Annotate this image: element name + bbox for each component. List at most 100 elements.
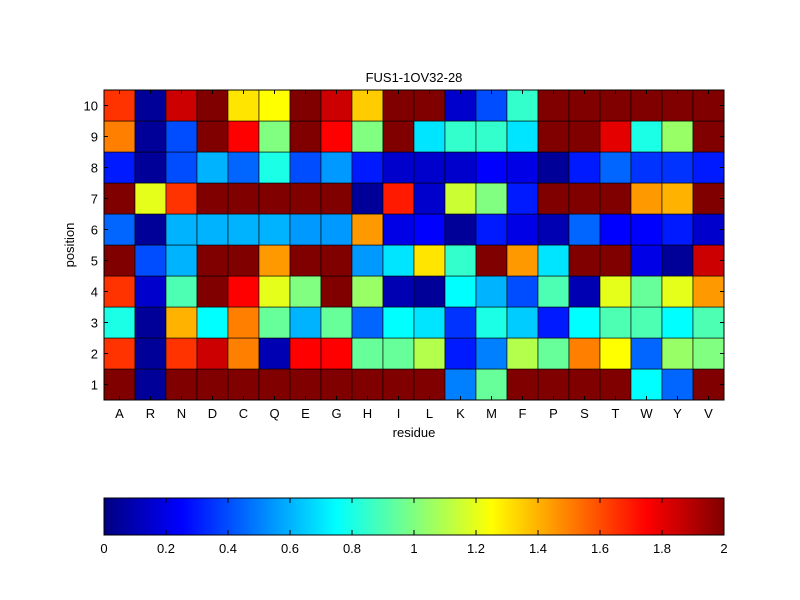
y-tick-label: 3 [91, 316, 98, 331]
heatmap-cell-K-7 [444, 182, 477, 215]
x-tick-label: T [612, 406, 620, 421]
colorbar-tick-labels: 0 0.2 0.4 0.6 0.8 1 1.2 1.4 1.6 1.8 2 [100, 541, 727, 556]
heatmap-cell-W-9 [630, 120, 663, 153]
heatmap-cell-Q-6 [258, 213, 291, 246]
heatmap-cell-G-9 [320, 120, 353, 153]
y-tick-label: 9 [91, 130, 98, 145]
heatmap-cell-Y-5 [661, 244, 694, 277]
heatmap-cell-K-4 [444, 275, 477, 308]
heatmap-cell-R-9 [134, 120, 167, 153]
heatmap-cell-K-6 [444, 213, 477, 246]
heatmap-cell-Q-5 [258, 244, 291, 277]
y-tick-label: 4 [91, 285, 98, 300]
heatmap-cell-L-3 [413, 306, 446, 339]
x-tick-label: R [146, 406, 155, 421]
heatmap-cell-Y-9 [661, 120, 694, 153]
heatmap-cell-I-3 [382, 306, 415, 339]
x-tick-label: V [704, 406, 713, 421]
heatmap-cell-P-8 [537, 151, 570, 184]
heatmap-cell-I-1 [382, 368, 415, 401]
x-tick-label: F [519, 406, 527, 421]
heatmap-cell-T-1 [599, 368, 632, 401]
x-tick-label: E [301, 406, 310, 421]
heatmap-cell-M-5 [475, 244, 508, 277]
heatmap-cell-H-5 [351, 244, 384, 277]
heatmap-cell-T-6 [599, 213, 632, 246]
heatmap-cell-Y-7 [661, 182, 694, 215]
heatmap-cell-M-1 [475, 368, 508, 401]
heatmap-cell-T-8 [599, 151, 632, 184]
x-axis-label: residue [393, 425, 436, 440]
heatmap-cell-E-7 [289, 182, 322, 215]
heatmap-cell-Y-8 [661, 151, 694, 184]
heatmap-cell-F-6 [506, 213, 539, 246]
heatmap-cell-G-3 [320, 306, 353, 339]
heatmap-cell-S-7 [568, 182, 601, 215]
heatmap-cell-R-10 [134, 89, 167, 122]
heatmap-cell-T-3 [599, 306, 632, 339]
heatmap-cell-D-7 [196, 182, 229, 215]
heatmap-cell-S-1 [568, 368, 601, 401]
heatmap-cell-P-5 [537, 244, 570, 277]
colorbar [103, 497, 725, 536]
heatmap-cell-G-6 [320, 213, 353, 246]
heatmap-cell-A-5 [103, 244, 136, 277]
heatmap-cell-C-5 [227, 244, 260, 277]
heatmap-cell-P-7 [537, 182, 570, 215]
heatmap-cell-I-8 [382, 151, 415, 184]
heatmap-cell-E-10 [289, 89, 322, 122]
heatmap-cell-C-9 [227, 120, 260, 153]
heatmap-cell-D-6 [196, 213, 229, 246]
heatmap-cell-I-9 [382, 120, 415, 153]
heatmap-cell-L-6 [413, 213, 446, 246]
heatmap-cell-N-9 [165, 120, 198, 153]
heatmap-cell-L-4 [413, 275, 446, 308]
heatmap-cell-E-8 [289, 151, 322, 184]
heatmap-cell-N-4 [165, 275, 198, 308]
y-tick-label: 10 [84, 99, 98, 114]
heatmap-cell-W-2 [630, 337, 663, 370]
heatmap-cell-Q-4 [258, 275, 291, 308]
heatmap-cell-G-1 [320, 368, 353, 401]
heatmap-cell-Y-3 [661, 306, 694, 339]
heatmap-cell-W-4 [630, 275, 663, 308]
heatmap-cell-R-1 [134, 368, 167, 401]
heatmap-cell-Y-10 [661, 89, 694, 122]
heatmap-cell-H-7 [351, 182, 384, 215]
colorbar-tick-label: 0.4 [219, 541, 237, 556]
heatmap-cell-Q-8 [258, 151, 291, 184]
heatmap-cell-P-3 [537, 306, 570, 339]
heatmap-cell-H-2 [351, 337, 384, 370]
colorbar-tick-label: 1.6 [591, 541, 609, 556]
heatmap-cell-L-7 [413, 182, 446, 215]
heatmap-cell-A-1 [103, 368, 136, 401]
heatmap-cell-M-4 [475, 275, 508, 308]
heatmap-cell-D-2 [196, 337, 229, 370]
heatmap-cell-T-7 [599, 182, 632, 215]
heatmap-cell-C-7 [227, 182, 260, 215]
heatmap-cell-S-8 [568, 151, 601, 184]
heatmap-cell-V-2 [692, 337, 725, 370]
x-tick-label: H [363, 406, 372, 421]
heatmap-cell-R-5 [134, 244, 167, 277]
heatmap-cell-F-3 [506, 306, 539, 339]
heatmap-cell-P-2 [537, 337, 570, 370]
heatmap-cells [103, 89, 725, 401]
heatmap-cell-L-5 [413, 244, 446, 277]
heatmap-cell-F-5 [506, 244, 539, 277]
y-tick-label: 8 [91, 161, 98, 176]
x-tick-label: G [331, 406, 341, 421]
x-tick-label: P [549, 406, 558, 421]
heatmap-cell-D-3 [196, 306, 229, 339]
heatmap-cell-N-10 [165, 89, 198, 122]
heatmap-cell-A-4 [103, 275, 136, 308]
x-tick-label: S [580, 406, 589, 421]
heatmap-cell-H-8 [351, 151, 384, 184]
heatmap-cell-A-2 [103, 337, 136, 370]
heatmap-cell-Y-2 [661, 337, 694, 370]
heatmap-cell-G-5 [320, 244, 353, 277]
heatmap-cell-I-6 [382, 213, 415, 246]
heatmap-cell-M-8 [475, 151, 508, 184]
